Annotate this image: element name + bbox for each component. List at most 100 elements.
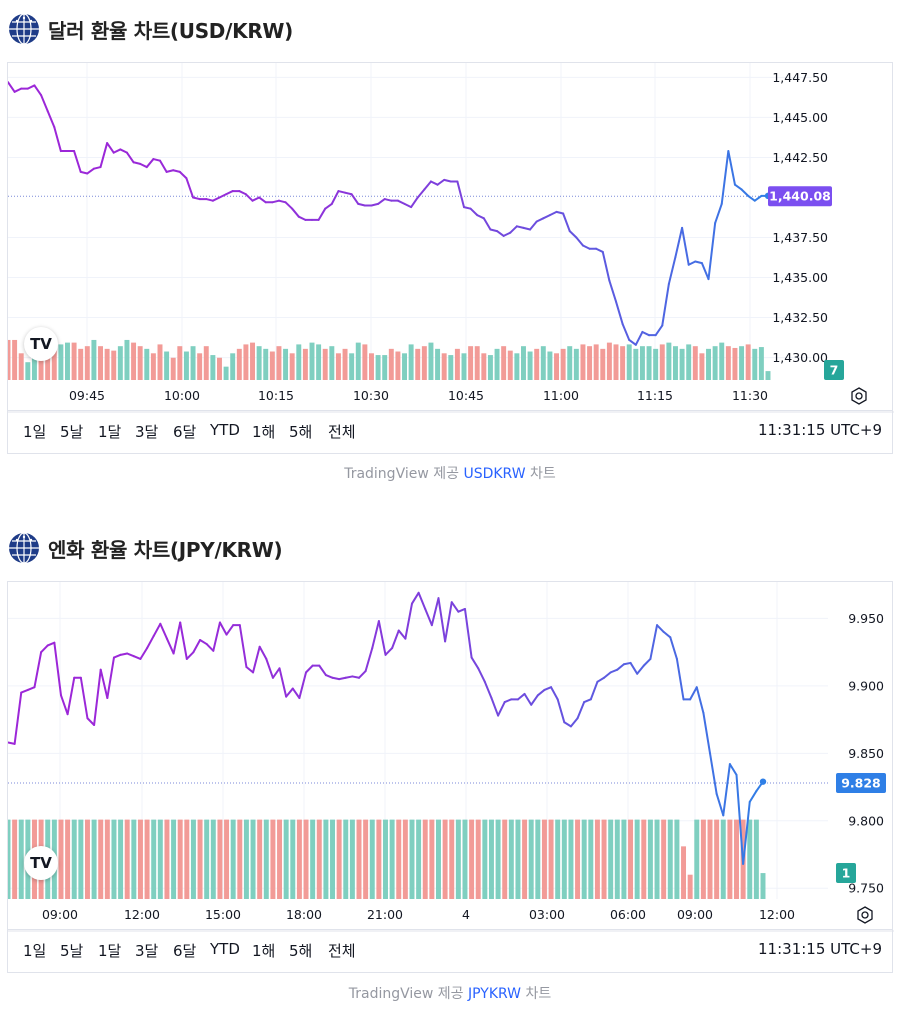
price-line-segment xyxy=(722,763,731,817)
price-line-segment xyxy=(403,202,413,209)
range-button-1d[interactable]: 1일 xyxy=(23,423,47,441)
volume-bar xyxy=(666,342,672,380)
volume-bar xyxy=(118,819,124,899)
volume-bar xyxy=(78,348,84,380)
volume-bar xyxy=(335,353,341,380)
price-line-segment xyxy=(298,671,308,700)
volume-bar xyxy=(111,819,117,899)
volume-bar xyxy=(528,819,534,899)
range-button-all[interactable]: 전체 xyxy=(328,942,356,960)
jpy-range-bar: 1일 5날 1달 3달 6달 YTD 1해 5해 전체 11:31:15 UTC… xyxy=(8,929,892,972)
price-line-segment xyxy=(20,688,29,694)
volume-bar xyxy=(250,819,256,899)
x-tick-label: 09:00 xyxy=(42,907,78,922)
price-line-segment xyxy=(601,250,611,282)
range-button-5d[interactable]: 5날 xyxy=(60,423,84,441)
price-line-segment xyxy=(119,652,129,656)
price-line-segment xyxy=(689,686,698,701)
price-line-segment xyxy=(245,665,255,674)
range-button-3m[interactable]: 3달 xyxy=(135,942,159,960)
range-button-ytd[interactable]: YTD xyxy=(210,421,240,439)
usd-clock[interactable]: 11:31:15 UTC+9 xyxy=(758,421,882,439)
volume-bar xyxy=(601,819,607,899)
volume-bar xyxy=(435,819,441,899)
volume-bar xyxy=(402,353,407,380)
price-line-segment xyxy=(563,721,572,728)
price-line-segment xyxy=(139,162,148,169)
x-tick-label: 10:45 xyxy=(448,388,484,403)
settings-gear-icon[interactable] xyxy=(856,906,874,924)
price-line-segment xyxy=(33,651,43,689)
price-line-segment xyxy=(106,656,115,700)
price-line-segment xyxy=(695,686,705,714)
y-tick-label: 9.800 xyxy=(848,813,884,828)
volume-bar xyxy=(481,353,487,380)
volume-bar xyxy=(673,346,678,380)
jpy-credit-symbol-link[interactable]: JPYKRW xyxy=(468,986,522,1002)
range-button-5y[interactable]: 5해 xyxy=(289,423,313,441)
price-line-segment xyxy=(172,621,182,655)
range-button-6m[interactable]: 6달 xyxy=(173,423,197,441)
volume-bar xyxy=(653,348,659,380)
price-line-segment xyxy=(641,330,651,337)
range-button-5y[interactable]: 5해 xyxy=(289,942,313,960)
volume-bar xyxy=(659,344,665,380)
price-line-segment xyxy=(99,668,109,700)
volume-bar xyxy=(573,348,579,380)
range-button-ytd[interactable]: YTD xyxy=(210,940,240,958)
volume-bar xyxy=(137,819,143,899)
volume-bar xyxy=(732,347,738,380)
x-tick-label: 11:15 xyxy=(637,388,673,403)
price-line-segment xyxy=(165,169,175,173)
usd-chart-canvas[interactable]: 1,447.50 1,445.00 1,442.50 1,437.50 1,435.00… xyxy=(8,63,894,413)
jpy-chart-widget[interactable]: 9.950 9.900 9.850 9.800 9.750 09:00 12:00 15:00… xyxy=(7,581,894,973)
tradingview-logo-icon[interactable]: TV xyxy=(24,846,58,880)
range-button-1y[interactable]: 1해 xyxy=(252,423,276,441)
volume-bar xyxy=(363,819,369,899)
usd-credit: TradingView 제공 USDKRW 차트 xyxy=(0,463,900,483)
range-button-1m[interactable]: 1달 xyxy=(98,942,122,960)
price-line-segment xyxy=(555,210,565,215)
range-button-3m[interactable]: 3달 xyxy=(135,423,159,441)
volume-bar xyxy=(31,346,37,380)
volume-bar xyxy=(429,819,435,899)
range-button-1m[interactable]: 1달 xyxy=(98,423,122,441)
range-button-all[interactable]: 전체 xyxy=(328,423,356,441)
price-line-segment xyxy=(450,601,460,613)
price-line-segment xyxy=(469,207,479,217)
volume-bar xyxy=(230,353,236,380)
price-line-segment xyxy=(297,215,307,221)
volume-bar xyxy=(455,819,461,899)
volume-bar xyxy=(753,819,759,899)
range-button-1y[interactable]: 1해 xyxy=(252,942,276,960)
volume-bar xyxy=(376,819,382,899)
range-button-6m[interactable]: 6달 xyxy=(173,942,197,960)
price-line-segment xyxy=(271,667,281,679)
jpy-chart-canvas[interactable]: 9.950 9.900 9.850 9.800 9.750 09:00 12:00 15:00… xyxy=(8,582,894,932)
range-button-1d[interactable]: 1일 xyxy=(23,942,47,960)
jpy-clock[interactable]: 11:31:15 UTC+9 xyxy=(758,940,882,958)
volume-bar xyxy=(647,819,653,899)
current-price-tag xyxy=(768,186,832,207)
price-line-segment xyxy=(687,260,697,266)
usd-credit-symbol-link[interactable]: USDKRW xyxy=(463,466,526,482)
price-line-segment xyxy=(305,664,314,674)
settings-gear-icon[interactable] xyxy=(850,387,868,405)
tradingview-logo-icon[interactable]: TV xyxy=(24,327,58,361)
volume-bar xyxy=(621,819,627,899)
price-line-segment xyxy=(179,621,188,660)
price-line-segment xyxy=(634,330,644,346)
range-button-5d[interactable]: 5날 xyxy=(60,942,84,960)
price-line-segment xyxy=(125,151,135,164)
volume-bar xyxy=(747,819,753,899)
usd-chart-widget[interactable]: 1,447.50 1,445.00 1,442.50 1,437.50 1,435.00… xyxy=(7,62,894,454)
price-line-segment xyxy=(589,680,599,701)
price-line-segment xyxy=(463,607,473,659)
price-line-segment xyxy=(377,198,386,205)
price-line-segment xyxy=(344,191,353,196)
price-line-segment xyxy=(515,225,525,229)
price-line-segment xyxy=(324,674,334,679)
price-line-segment xyxy=(119,148,128,154)
volume-bar xyxy=(469,819,475,899)
price-line-segment xyxy=(569,717,579,728)
